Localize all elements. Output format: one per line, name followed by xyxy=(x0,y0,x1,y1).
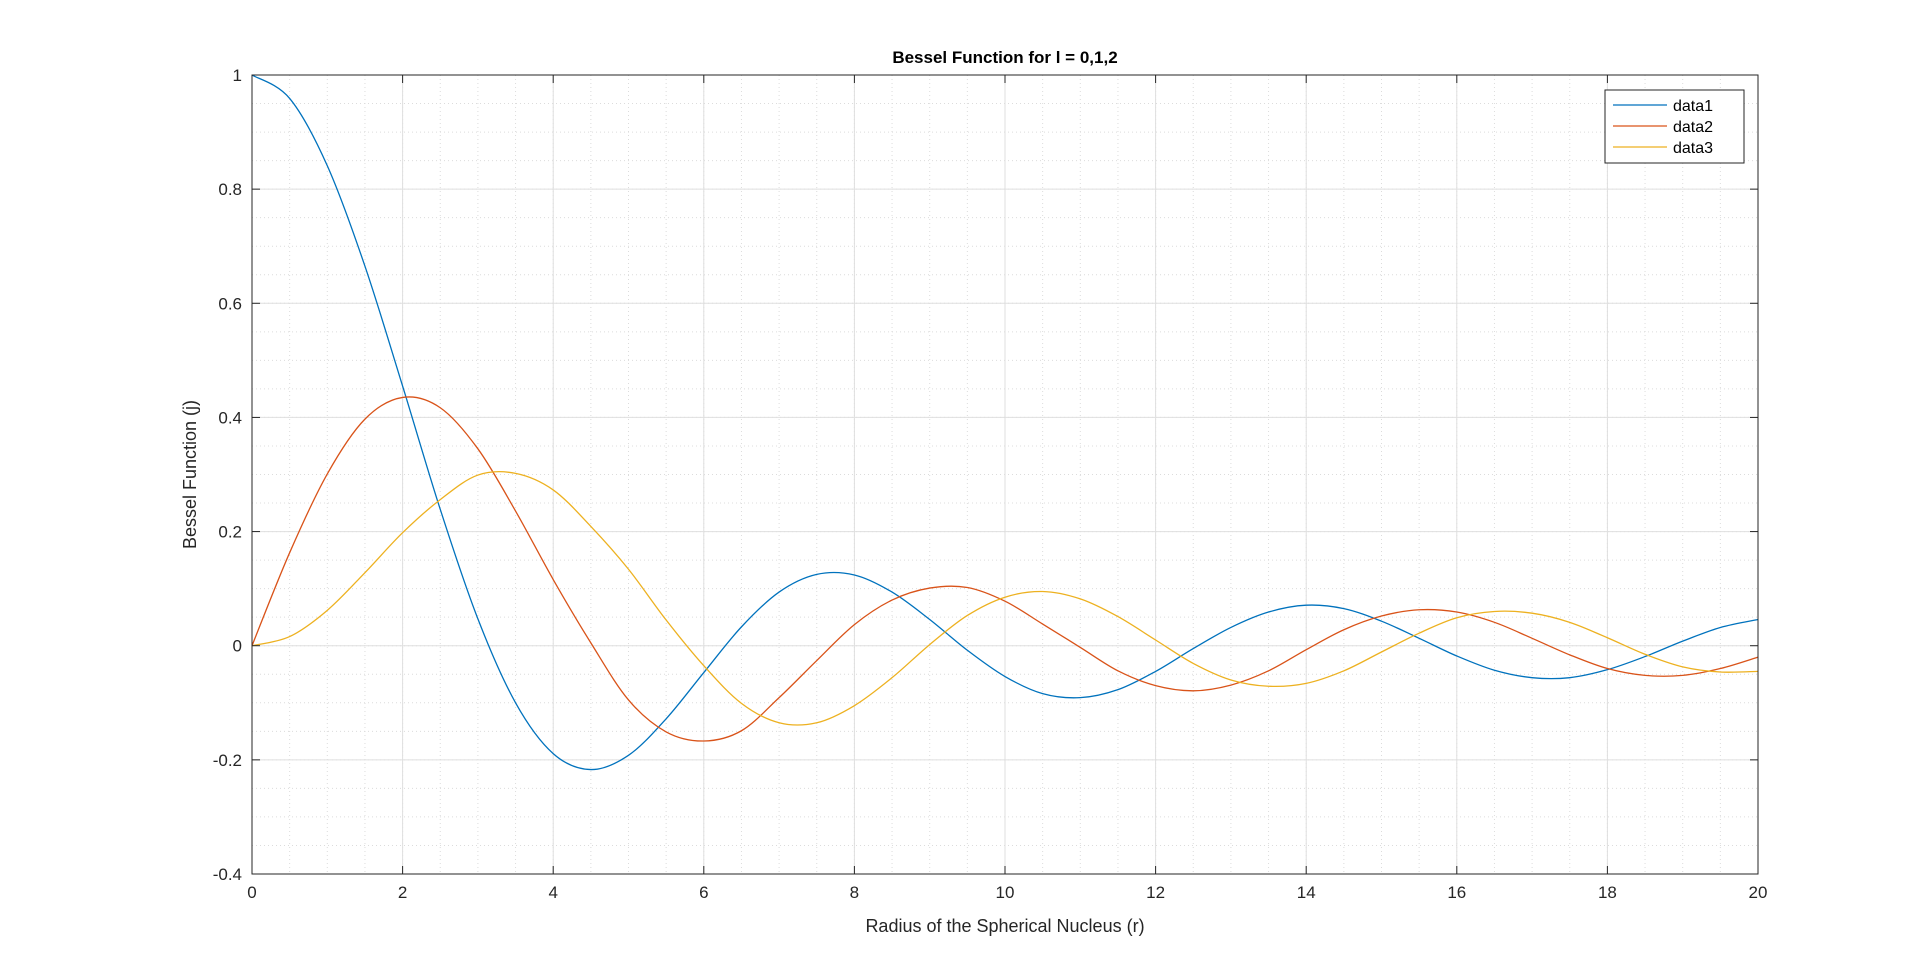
x-tick-label: 10 xyxy=(996,883,1015,902)
axes xyxy=(251,74,1759,875)
x-tick-label: 14 xyxy=(1297,883,1316,902)
x-tick-label: 0 xyxy=(247,883,256,902)
y-tick-label: -0.2 xyxy=(213,751,242,770)
x-tick-label: 6 xyxy=(699,883,708,902)
series-line-data1 xyxy=(251,74,1759,771)
x-tick-label: 8 xyxy=(850,883,859,902)
y-tick-label: 0 xyxy=(233,637,242,656)
legend[interactable]: data1 data2 data3 xyxy=(1604,89,1745,164)
legend-label-data2: data2 xyxy=(1673,119,1713,136)
y-tick-label: 0.4 xyxy=(218,408,242,427)
chart-title: Bessel Function for l = 0,1,2 xyxy=(892,48,1117,67)
y-tick-label: 0.2 xyxy=(218,523,242,542)
x-tick-label: 2 xyxy=(398,883,407,902)
y-tick-label: -0.4 xyxy=(213,865,242,884)
series-line-data3 xyxy=(251,471,1759,726)
x-axis-label: Radius of the Spherical Nucleus (r) xyxy=(865,916,1144,936)
x-tick-label: 12 xyxy=(1146,883,1165,902)
x-tick-label: 16 xyxy=(1447,883,1466,902)
y-tick-label: 0.8 xyxy=(218,180,242,199)
y-tick-label: 1 xyxy=(233,66,242,85)
legend-label-data1: data1 xyxy=(1673,98,1713,115)
legend-label-data3: data3 xyxy=(1673,140,1713,157)
series-line-data2 xyxy=(251,396,1759,742)
tick-labels: 0 2 4 6 8 10 12 14 16 18 20 -0.4 -0.2 0 0.2 0.4 0.6 0.8 1 xyxy=(213,66,1768,902)
series-lines xyxy=(251,74,1759,771)
x-tick-label: 18 xyxy=(1598,883,1617,902)
x-tick-label: 20 xyxy=(1749,883,1768,902)
y-tick-label: 0.6 xyxy=(218,294,242,313)
x-tick-label: 4 xyxy=(548,883,557,902)
y-axis-label: Bessel Function (j) xyxy=(180,400,200,549)
